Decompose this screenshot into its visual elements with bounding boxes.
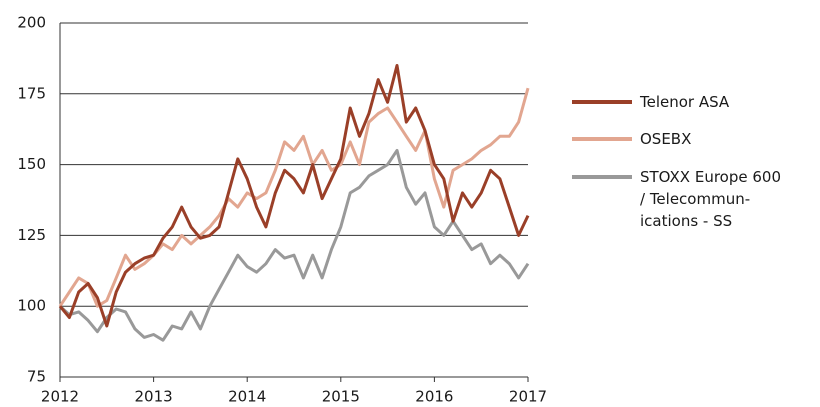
legend-swatch (572, 137, 632, 141)
series-line (58, 87, 530, 308)
x-tick-label: 2012 (41, 388, 79, 406)
y-tick-label: 175 (17, 84, 46, 102)
series-line (58, 64, 530, 328)
y-tick-label: 100 (17, 297, 46, 315)
legend-swatch (572, 100, 632, 104)
legend-label: STOXX Europe 600 / Telecommun-ications -… (640, 168, 781, 230)
legend-item: STOXX Europe 600 / Telecommun-ications -… (572, 166, 790, 232)
legend-label: OSEBX (640, 130, 692, 148)
x-tick-label: 2013 (135, 388, 173, 406)
x-tick-label: 2014 (228, 388, 266, 406)
y-tick-label: 125 (17, 226, 46, 244)
series-line (58, 148, 530, 342)
y-tick-label: 200 (17, 14, 46, 32)
y-tick-label: 150 (17, 155, 46, 173)
x-tick-label: 2015 (322, 388, 360, 406)
x-tick-label: 2017 (509, 388, 547, 406)
legend-item: OSEBX (572, 128, 790, 150)
legend-item: Telenor ASA (572, 91, 790, 113)
legend-swatch (572, 175, 632, 179)
legend-label: Telenor ASA (640, 93, 730, 111)
y-tick-label: 75 (27, 368, 46, 386)
x-tick-label: 2016 (415, 388, 453, 406)
